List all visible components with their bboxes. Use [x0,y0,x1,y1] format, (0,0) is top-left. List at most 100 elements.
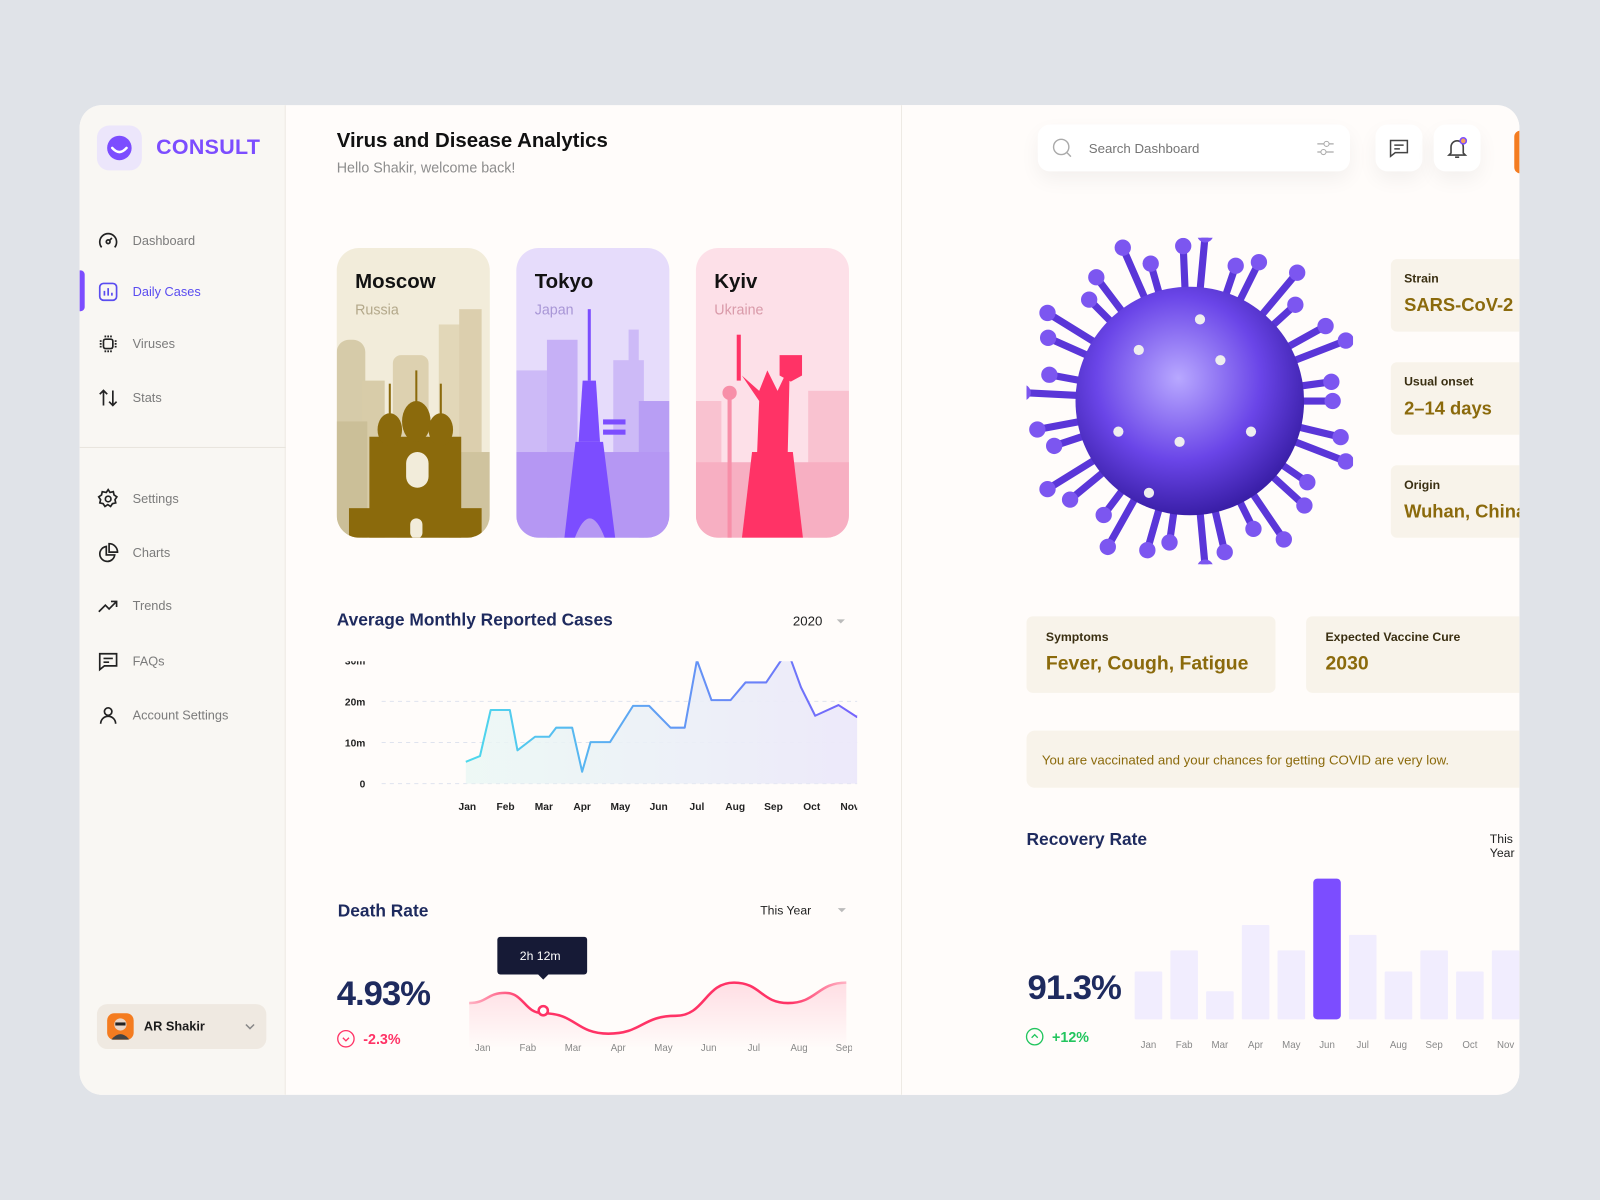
x-tick-label: Oct [803,802,821,813]
virus-dot [1194,314,1206,325]
virus-dot [1113,426,1124,437]
tooltip-label: 2h 12m [520,949,561,963]
area-fill [469,982,847,1049]
info-value: 2030 [1325,653,1369,675]
x-tick-label: Jan [1141,1040,1157,1051]
virus-body [1075,286,1305,516]
info-label: Origin [1404,477,1441,492]
cases-chart-title: Average Monthly Reported Cases [336,610,613,630]
virus-spike-tip [1088,269,1105,286]
area-fill [465,661,858,784]
chevron-down-circle-icon [337,1029,355,1048]
sidebar-item-faqs[interactable]: FAQs [97,650,165,672]
virus-spike-tip [1095,506,1112,524]
change-value: -2.3% [363,1030,401,1047]
sidebar-item-charts[interactable]: Charts [97,542,170,564]
kyiv-illustration [695,334,849,538]
city-name: Moscow [355,270,436,293]
virus-spike-tip [1324,392,1341,410]
x-tick-label: Mar [565,1043,582,1054]
alert-text: You are vaccinated and your chances for … [1041,751,1450,767]
death-period-dropdown[interactable]: This Year [760,903,846,917]
search-icon [1052,138,1072,158]
y-tick-label: 20m [345,697,365,708]
info-label: Strain [1404,271,1439,286]
x-tick-label: Jul [1357,1040,1369,1051]
search-bar[interactable] [1037,124,1350,172]
bar-nov [1491,950,1520,1020]
virus-spike-tip [1161,534,1178,551]
bell-icon [1446,136,1468,158]
virus-spike-tip [1216,543,1233,561]
x-tick-label: May [610,802,630,813]
info-value: Fever, Cough, Fatigue [1045,653,1249,675]
vaccine-card: Expected Vaccine Cure 2030 [1306,616,1520,693]
sidebar-divider [79,446,286,448]
sidebar-item-trends[interactable]: Trends [97,595,172,617]
info-label: Usual onset [1404,374,1474,389]
year-dropdown[interactable]: 2020 [793,613,845,629]
recovery-rate-value: 91.3% [1027,968,1122,1008]
profile-avatar[interactable] [1514,130,1520,174]
virus-dot [1215,355,1226,366]
sidebar-item-settings[interactable]: Settings [97,488,179,510]
x-tick-label: Apr [611,1043,627,1054]
message-icon [98,652,118,672]
caret-down-icon [836,618,845,623]
bar-apr [1241,925,1270,1020]
series-line [465,661,858,773]
gear-icon [97,488,119,508]
avatar [107,1013,134,1040]
x-tick-label: Aug [790,1043,807,1054]
virus-spike-tip [1061,491,1079,508]
virus-panel: Strain SARS-CoV-2 Usual onset 2–14 days Or… [901,105,1520,1095]
x-tick-label: Jan [475,1043,491,1054]
origin-card: Origin Wuhan, China [1390,465,1520,538]
user-icon [99,706,117,724]
bar-jan [1134,971,1163,1020]
bar-aug [1384,971,1413,1020]
user-menu[interactable]: AR Shakir [96,1004,267,1049]
filter-icon[interactable] [1315,138,1335,158]
sidebar-item-daily-cases[interactable]: Daily Cases [97,281,201,303]
sidebar-item-viruses[interactable]: Viruses [97,333,175,355]
app-name: CONSULT [156,135,261,160]
messages-button[interactable] [1375,124,1423,172]
sidebar-item-account-settings[interactable]: Account Settings [97,704,228,726]
virus-spike-tip [1296,497,1313,514]
notifications-button[interactable] [1433,124,1481,172]
vaccination-alert: You are vaccinated and your chances for … [1026,730,1520,788]
tokyo-illustration [516,309,670,538]
virus-spike-tip [1197,237,1213,243]
virus-spike-tip [1114,239,1131,256]
x-tick-label: Sep [1426,1040,1443,1051]
moscow-illustration [336,309,490,538]
x-tick-label: Jun [701,1043,717,1054]
pie-chart-icon [98,542,119,563]
sidebar-item-stats[interactable]: Stats [97,387,162,409]
tooltip-box [497,936,588,975]
series-line [469,981,847,1035]
recovery-period-dropdown[interactable]: This Year [1490,832,1520,861]
sidebar-item-label: Settings [132,491,179,507]
message-icon [1389,139,1409,158]
sidebar-item-label: Account Settings [132,708,229,723]
death-rate-change: -2.3% [337,1029,401,1048]
x-tick-label: May [1282,1040,1300,1051]
x-tick-label: Jul [748,1043,760,1054]
virus-spike-tip [1337,332,1354,349]
city-card-tokyo[interactable]: Tokyo Japan [516,247,670,538]
city-card-kyiv[interactable]: Kyiv Ukraine [695,247,849,538]
bar-chart-icon [98,282,118,302]
period-value: This Year [1489,831,1515,861]
x-tick-label: Jun [1319,1040,1335,1051]
city-card-moscow[interactable]: Moscow Russia [336,247,490,538]
search-input[interactable] [1088,140,1299,156]
x-tick-label: Jun [650,802,668,813]
sidebar-item-dashboard[interactable]: Dashboard [97,230,195,252]
info-label: Expected Vaccine Cure [1325,629,1461,644]
virus-spike-tip [1039,304,1056,322]
sidebar: CONSULT Dashboard Daily Cases Viruses St… [79,105,286,1095]
virus-spike-tip [1317,317,1334,335]
virus-spike-tip [1046,437,1063,455]
